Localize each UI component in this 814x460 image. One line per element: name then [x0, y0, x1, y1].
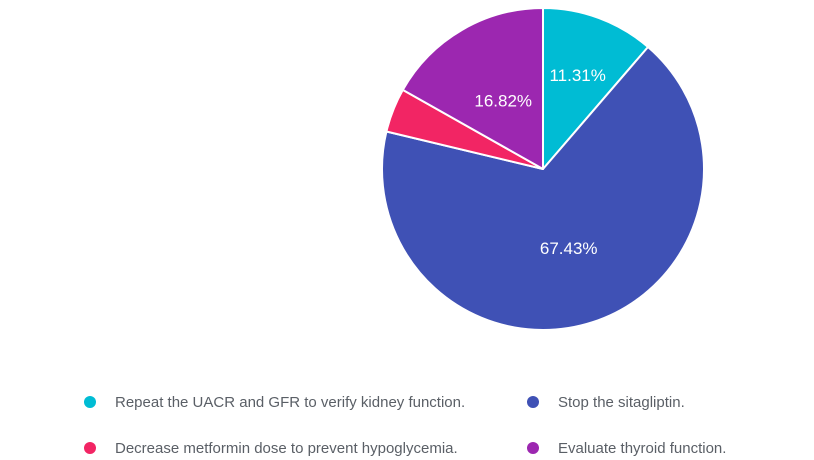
legend-swatch-cyan-icon [84, 396, 96, 408]
pie-slice-percent-label: 16.82% [474, 91, 532, 110]
legend-item-decrease-metformin[interactable]: Decrease metformin dose to prevent hypog… [84, 439, 458, 457]
legend-swatch-purple-icon [527, 442, 539, 454]
legend-label: Evaluate thyroid function. [558, 439, 727, 457]
legend-item-stop-sitagliptin[interactable]: Stop the sitagliptin. [527, 393, 685, 411]
legend-item-repeat-uacr-gfr[interactable]: Repeat the UACR and GFR to verify kidney… [84, 393, 466, 411]
pie-slice-evaluate-thyroid-function[interactable] [401, 7, 544, 170]
pie-slice-percent-label: 67.43% [540, 239, 598, 258]
pie-slice-repeat-the-uacr-and-gfr-to-ver[interactable] [542, 7, 650, 170]
legend-swatch-blue-icon [527, 396, 539, 408]
legend-label: Repeat the UACR and GFR to verify kidney… [115, 393, 466, 411]
pie-slice-stop-the-sitagliptin[interactable] [381, 45, 705, 331]
pie-plot-area: 11.31% 67.43% 16.82% [381, 7, 705, 331]
legend-item-evaluate-thyroid[interactable]: Evaluate thyroid function. [527, 439, 727, 457]
legend-swatch-pink-icon [84, 442, 96, 454]
legend-label: Decrease metformin dose to prevent hypog… [115, 439, 458, 457]
legend-label: Stop the sitagliptin. [558, 393, 685, 411]
pie-slice-percent-label: 11.31% [549, 66, 605, 85]
